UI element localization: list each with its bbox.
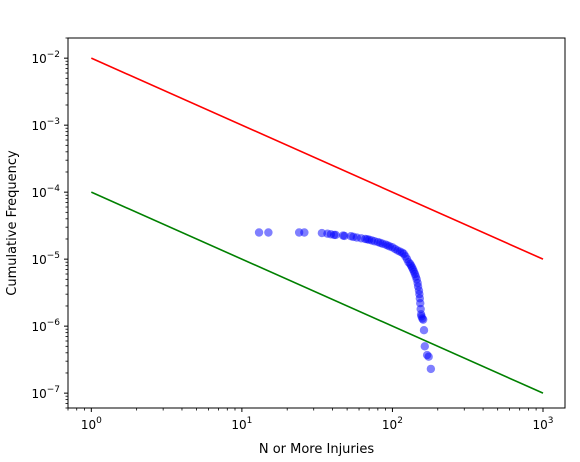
x-tick-label: 101 (231, 416, 252, 432)
data-point (331, 230, 340, 240)
data-points (254, 228, 436, 374)
y-tick-label: 10−3 (31, 117, 60, 133)
x-tick-label: 103 (532, 416, 553, 432)
y-tick-label: 10−5 (31, 251, 60, 267)
reference-line-2 (90, 191, 544, 394)
data-point (264, 228, 273, 237)
data-point (420, 342, 429, 351)
data-point (254, 228, 264, 237)
x-axis-label: N or More Injuries (259, 442, 375, 457)
data-point (419, 325, 429, 335)
x-tick-label: 102 (382, 416, 403, 432)
data-point (340, 231, 349, 241)
y-tick-label: 10−6 (31, 318, 60, 334)
data-point (424, 352, 433, 361)
reference-line-1 (90, 57, 544, 260)
y-tick-label: 10−7 (31, 385, 60, 401)
y-tick-label: 10−4 (31, 184, 60, 200)
y-tick-label: 10−2 (31, 50, 60, 66)
axis-ticks: 100 101 102 103 10−7 10−6 10−5 10−4 10−3 10−2 (31, 37, 554, 432)
x-tick-label: 100 (81, 416, 102, 432)
reference-lines (90, 57, 544, 394)
plot-frame (67, 37, 566, 409)
data-point (418, 315, 428, 324)
y-axis-label: Cumulative Frequency (5, 150, 20, 296)
data-point (426, 364, 436, 374)
data-point (300, 228, 309, 237)
